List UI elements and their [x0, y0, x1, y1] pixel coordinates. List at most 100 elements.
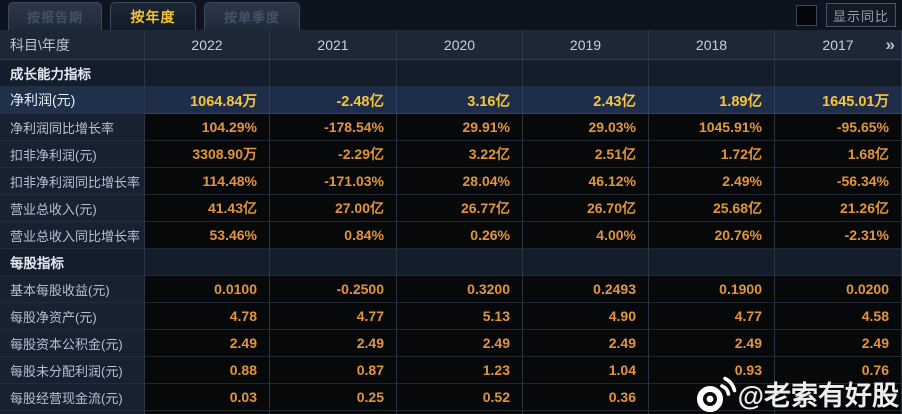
value-cell: 2.49 [775, 330, 902, 357]
table-row: 每股净资产(元) 4.78 4.77 5.13 4.90 4.77 4.58 [0, 303, 902, 330]
value-cell: -2.31% [775, 222, 902, 249]
value-cell: 53.46% [145, 222, 270, 249]
value-cell: 2.43亿 [523, 87, 649, 114]
value-cell: 4.00% [523, 222, 649, 249]
value-cell: 1045.91% [649, 114, 775, 141]
table-row: 每股经营现金流(元) 0.03 0.25 0.52 0.36 [0, 384, 902, 411]
tab-yearly[interactable]: 按年度 [110, 2, 196, 30]
value-cell: 27.00亿 [270, 195, 397, 222]
tab-report-period[interactable]: 按报告期 [8, 2, 102, 30]
value-cell [775, 384, 902, 411]
value-cell: 0.88 [145, 357, 270, 384]
show-yoy-checkbox[interactable] [795, 4, 817, 26]
section-empty-cell [523, 60, 649, 87]
value-cell: 29.03% [523, 114, 649, 141]
value-cell: 4.90 [523, 303, 649, 330]
value-cell: 0.93 [649, 357, 775, 384]
section-empty-cell [145, 249, 270, 276]
table-row: 扣非净利润(元) 3308.90万 -2.29亿 3.22亿 2.51亿 1.72亿 1.6… [0, 141, 902, 168]
table-header-row: 科目\年度 2022 2021 2020 2019 2018 2017» [0, 30, 902, 60]
value-cell: -178.54% [270, 114, 397, 141]
value-cell: 3308.90万 [145, 141, 270, 168]
value-cell: 2.49 [397, 330, 523, 357]
value-cell [649, 384, 775, 411]
value-cell: -56.34% [775, 168, 902, 195]
row-label: 净利润(元) [0, 87, 145, 114]
value-cell: 46.12% [523, 168, 649, 195]
row-label: 营业总收入(元) [0, 195, 145, 222]
corner-header: 科目\年度 [0, 30, 145, 60]
table-row: 每股资本公积金(元) 2.49 2.49 2.49 2.49 2.49 2.49 [0, 330, 902, 357]
value-cell: 2.49 [270, 330, 397, 357]
value-cell: 28.04% [397, 168, 523, 195]
table-row: 净利润同比增长率 104.29% -178.54% 29.91% 29.03% 1045.… [0, 114, 902, 141]
row-label: 营业总收入同比增长率 [0, 222, 145, 249]
value-cell: 3.16亿 [397, 87, 523, 114]
row-label: 扣非净利润同比增长率 [0, 168, 145, 195]
year-column-header: 2018 [649, 30, 775, 60]
value-cell: 20.76% [649, 222, 775, 249]
value-cell: 4.58 [775, 303, 902, 330]
value-cell: 0.1900 [649, 276, 775, 303]
year-column-header: 2020 [397, 30, 523, 60]
table-row: 营业总收入同比增长率 53.46% 0.84% 0.26% 4.00% 20.76% -2.… [0, 222, 902, 249]
value-cell: 0.36 [523, 384, 649, 411]
row-label: 每股经营现金流(元) [0, 384, 145, 411]
value-cell: 1.23 [397, 357, 523, 384]
row-label: 基本每股收益(元) [0, 276, 145, 303]
value-cell: 0.2493 [523, 276, 649, 303]
value-cell: 0.0200 [775, 276, 902, 303]
value-cell: 104.29% [145, 114, 270, 141]
tab-quarterly[interactable]: 按单季度 [204, 2, 300, 30]
table-row: 净利润(元) 1064.84万 -2.48亿 3.16亿 2.43亿 1.89亿 1645.… [0, 87, 902, 114]
year-column-header: 2021 [270, 30, 397, 60]
value-cell [397, 411, 523, 414]
value-cell: 2.49 [523, 330, 649, 357]
section-title: 每股指标 [0, 249, 145, 276]
value-cell: 5.13 [397, 303, 523, 330]
financial-table: 科目\年度 2022 2021 2020 2019 2018 2017» 成长能力指标 净利润… [0, 30, 902, 414]
section-row: 每股指标 [0, 249, 902, 276]
row-label: 扣非净利润(元) [0, 141, 145, 168]
section-empty-cell [270, 249, 397, 276]
period-tab-bar: 按报告期 按年度 按单季度 显示同比 [0, 0, 902, 30]
year-column-header: 2019 [523, 30, 649, 60]
value-cell: 26.70亿 [523, 195, 649, 222]
value-cell: 114.48% [145, 168, 270, 195]
section-empty-cell [270, 60, 397, 87]
value-cell [649, 411, 775, 414]
value-cell: 1.68亿 [775, 141, 902, 168]
value-cell: 2.51亿 [523, 141, 649, 168]
section-empty-cell [397, 249, 523, 276]
value-cell: 2.49 [649, 330, 775, 357]
value-cell: 21.26亿 [775, 195, 902, 222]
value-cell: 0.87 [270, 357, 397, 384]
table-body: 成长能力指标 净利润(元) 1064.84万 -2.48亿 3.16亿 2.43亿 1.89… [0, 60, 902, 414]
section-row: 成长能力指标 [0, 60, 902, 87]
value-cell: 2.49 [145, 330, 270, 357]
value-cell: -171.03% [270, 168, 397, 195]
period-tabs: 按报告期 按年度 按单季度 [8, 0, 300, 30]
value-cell: 2.49% [649, 168, 775, 195]
value-cell: -95.65% [775, 114, 902, 141]
section-empty-cell [775, 249, 902, 276]
value-cell: 0.3200 [397, 276, 523, 303]
row-label [0, 411, 145, 414]
value-cell: 25.68亿 [649, 195, 775, 222]
row-label: 每股未分配利润(元) [0, 357, 145, 384]
value-cell [145, 411, 270, 414]
value-cell: 29.91% [397, 114, 523, 141]
value-cell: 1645.01万 [775, 87, 902, 114]
value-cell: 4.78 [145, 303, 270, 330]
section-empty-cell [523, 249, 649, 276]
value-cell: 0.76 [775, 357, 902, 384]
show-yoy-label[interactable]: 显示同比 [825, 3, 896, 27]
value-cell: 0.84% [270, 222, 397, 249]
more-columns-icon[interactable]: » [885, 35, 895, 54]
value-cell: 3.22亿 [397, 141, 523, 168]
compare-controls: 显示同比 [795, 3, 896, 27]
value-cell: 26.77亿 [397, 195, 523, 222]
value-cell: 1064.84万 [145, 87, 270, 114]
table-row: 每股未分配利润(元) 0.88 0.87 1.23 1.04 0.93 0.76 [0, 357, 902, 384]
